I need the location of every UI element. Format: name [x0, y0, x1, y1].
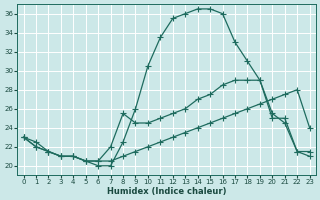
X-axis label: Humidex (Indice chaleur): Humidex (Indice chaleur) [107, 187, 226, 196]
